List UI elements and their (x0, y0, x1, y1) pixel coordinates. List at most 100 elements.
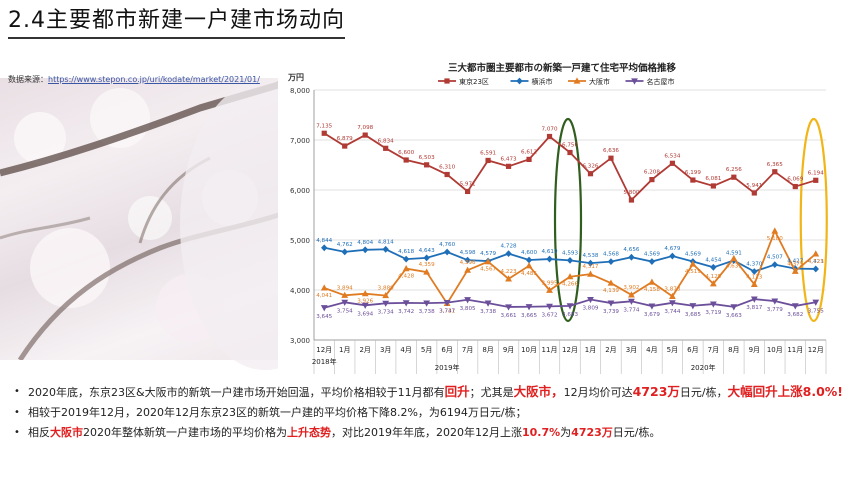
data-label: 3,739 (603, 309, 619, 315)
data-point (484, 258, 492, 265)
data-label: 6,534 (664, 153, 680, 159)
data-point (731, 174, 737, 180)
data-point (525, 262, 533, 269)
data-point (402, 300, 410, 307)
data-label: 6,208 (644, 170, 660, 176)
data-point (465, 188, 471, 195)
data-label: 3,742 (398, 309, 414, 315)
data-label: 5,971 (460, 181, 476, 187)
bullet-segment: 12月均价可达 (563, 386, 633, 399)
data-label: 4,593 (562, 250, 578, 256)
data-point (423, 254, 430, 262)
bullet-item: • 2020年底，东京23区&大阪市的新筑一户建市场开始回温，平均价格相较于11月… (6, 382, 852, 403)
x-tick-label: 11月 (542, 346, 558, 354)
bullet-item: • 相反大阪市2020年整体新筑一户建市场的平均价格为上升态势，对比2019年年底… (6, 423, 852, 443)
data-label: 3,661 (501, 313, 517, 319)
data-point (771, 227, 779, 234)
y-tick-label: 6,000 (290, 187, 310, 195)
data-point (607, 300, 615, 307)
data-point (648, 303, 656, 310)
data-label: 3,889 (378, 286, 394, 292)
data-label: 3,645 (316, 314, 332, 320)
bullet-segment: 大阪市， (513, 384, 564, 399)
data-label: 3,679 (644, 312, 660, 318)
data-point (341, 248, 348, 256)
data-label: 4,375 (787, 261, 803, 267)
x-tick-label: 1月 (339, 346, 350, 354)
source-link[interactable]: https://www.stepon.co.jp/uri/kodate/mark… (48, 75, 260, 84)
bullet-segment: 回升 (444, 384, 470, 399)
data-point (505, 304, 512, 311)
data-label: 3,809 (582, 306, 598, 312)
data-label: 4,519 (685, 269, 701, 275)
price-trend-chart: 三大都市圏主要都市の新築一戸建て住宅平均価格推移 万円 7,135 6,879 7,… (287, 62, 828, 374)
bullet-segment: ，对比2019年年底，2020年12月上涨 (331, 426, 522, 439)
y-tick-label: 8,000 (290, 87, 310, 95)
bullet-segment: 大幅回升上涨8.0%! (727, 384, 843, 399)
bullet-segment: 上升态势 (287, 426, 331, 439)
data-label: 4,760 (439, 242, 455, 248)
data-point (628, 197, 635, 203)
data-label: 4,728 (501, 244, 517, 250)
x-year-label: 2019年 (435, 363, 460, 372)
data-label: 5,180 (767, 236, 783, 242)
data-label: 4,266 (562, 282, 578, 288)
data-label: 4,762 (337, 242, 353, 248)
data-point (341, 299, 349, 306)
data-label: 4,113 (746, 274, 762, 280)
data-label: 3,926 (357, 299, 373, 305)
data-label: 4,569 (644, 252, 660, 258)
data-label: 3,779 (767, 307, 783, 313)
data-point (341, 291, 349, 298)
data-label: 3,731 (439, 308, 455, 314)
x-tick-label: 2月 (605, 346, 616, 354)
data-point (771, 261, 778, 269)
data-point (464, 297, 471, 304)
data-label: 4,125 (705, 274, 721, 280)
data-point (546, 286, 553, 293)
data-label: 4,598 (460, 250, 476, 256)
data-label: 3,873 (664, 286, 680, 292)
data-label: 3,694 (357, 311, 373, 317)
data-label: 4,427 (787, 259, 803, 265)
bullet-segment: 2020年整体新筑一户建市场的平均价格为 (83, 426, 287, 439)
x-tick-label: 12月 (808, 346, 824, 354)
data-point (443, 248, 451, 256)
bullet-segment: 2020年底，东京23区&大阪市的新筑一户建市场开始回温，平均价格相较于11月都… (28, 386, 445, 399)
data-label: 3,738 (419, 309, 435, 315)
data-point (567, 149, 573, 156)
data-point (689, 303, 697, 310)
data-point (812, 265, 819, 273)
data-label: 4,618 (398, 249, 414, 255)
data-point (342, 143, 348, 149)
data-point (566, 256, 574, 264)
data-point (607, 279, 615, 286)
data-label: 5,800 (623, 190, 639, 196)
data-point (669, 292, 676, 299)
y-axis-unit: 万円 (287, 73, 304, 82)
data-point (628, 291, 635, 298)
bullet-segment: 相反 (28, 426, 50, 439)
legend-label: 名古屋市 (647, 77, 675, 86)
data-point (566, 303, 574, 310)
y-tick-label: 4,000 (290, 287, 310, 295)
data-point (505, 163, 512, 169)
data-label: 6,081 (705, 176, 721, 182)
price-chart-panel: 三大都市圏主要都市の新築一戸建て住宅平均価格推移 万円 7,135 6,879 7,… (278, 58, 846, 380)
data-label: 3,683 (562, 312, 578, 318)
data-label: 3,817 (746, 305, 762, 311)
data-point (791, 267, 799, 274)
data-label: 4,485 (521, 271, 537, 277)
data-point (382, 245, 389, 253)
series-line (323, 228, 817, 306)
data-label: 7,135 (316, 123, 332, 129)
data-point (710, 183, 716, 189)
data-label: 4,679 (664, 246, 680, 252)
data-label: 4,454 (705, 257, 721, 263)
data-point (573, 77, 581, 84)
data-label: 6,310 (439, 165, 455, 171)
data-label: 3,805 (460, 306, 476, 312)
x-tick-label: 3月 (380, 346, 391, 354)
data-label: 3,719 (705, 310, 721, 316)
data-label: 4,538 (582, 253, 598, 259)
